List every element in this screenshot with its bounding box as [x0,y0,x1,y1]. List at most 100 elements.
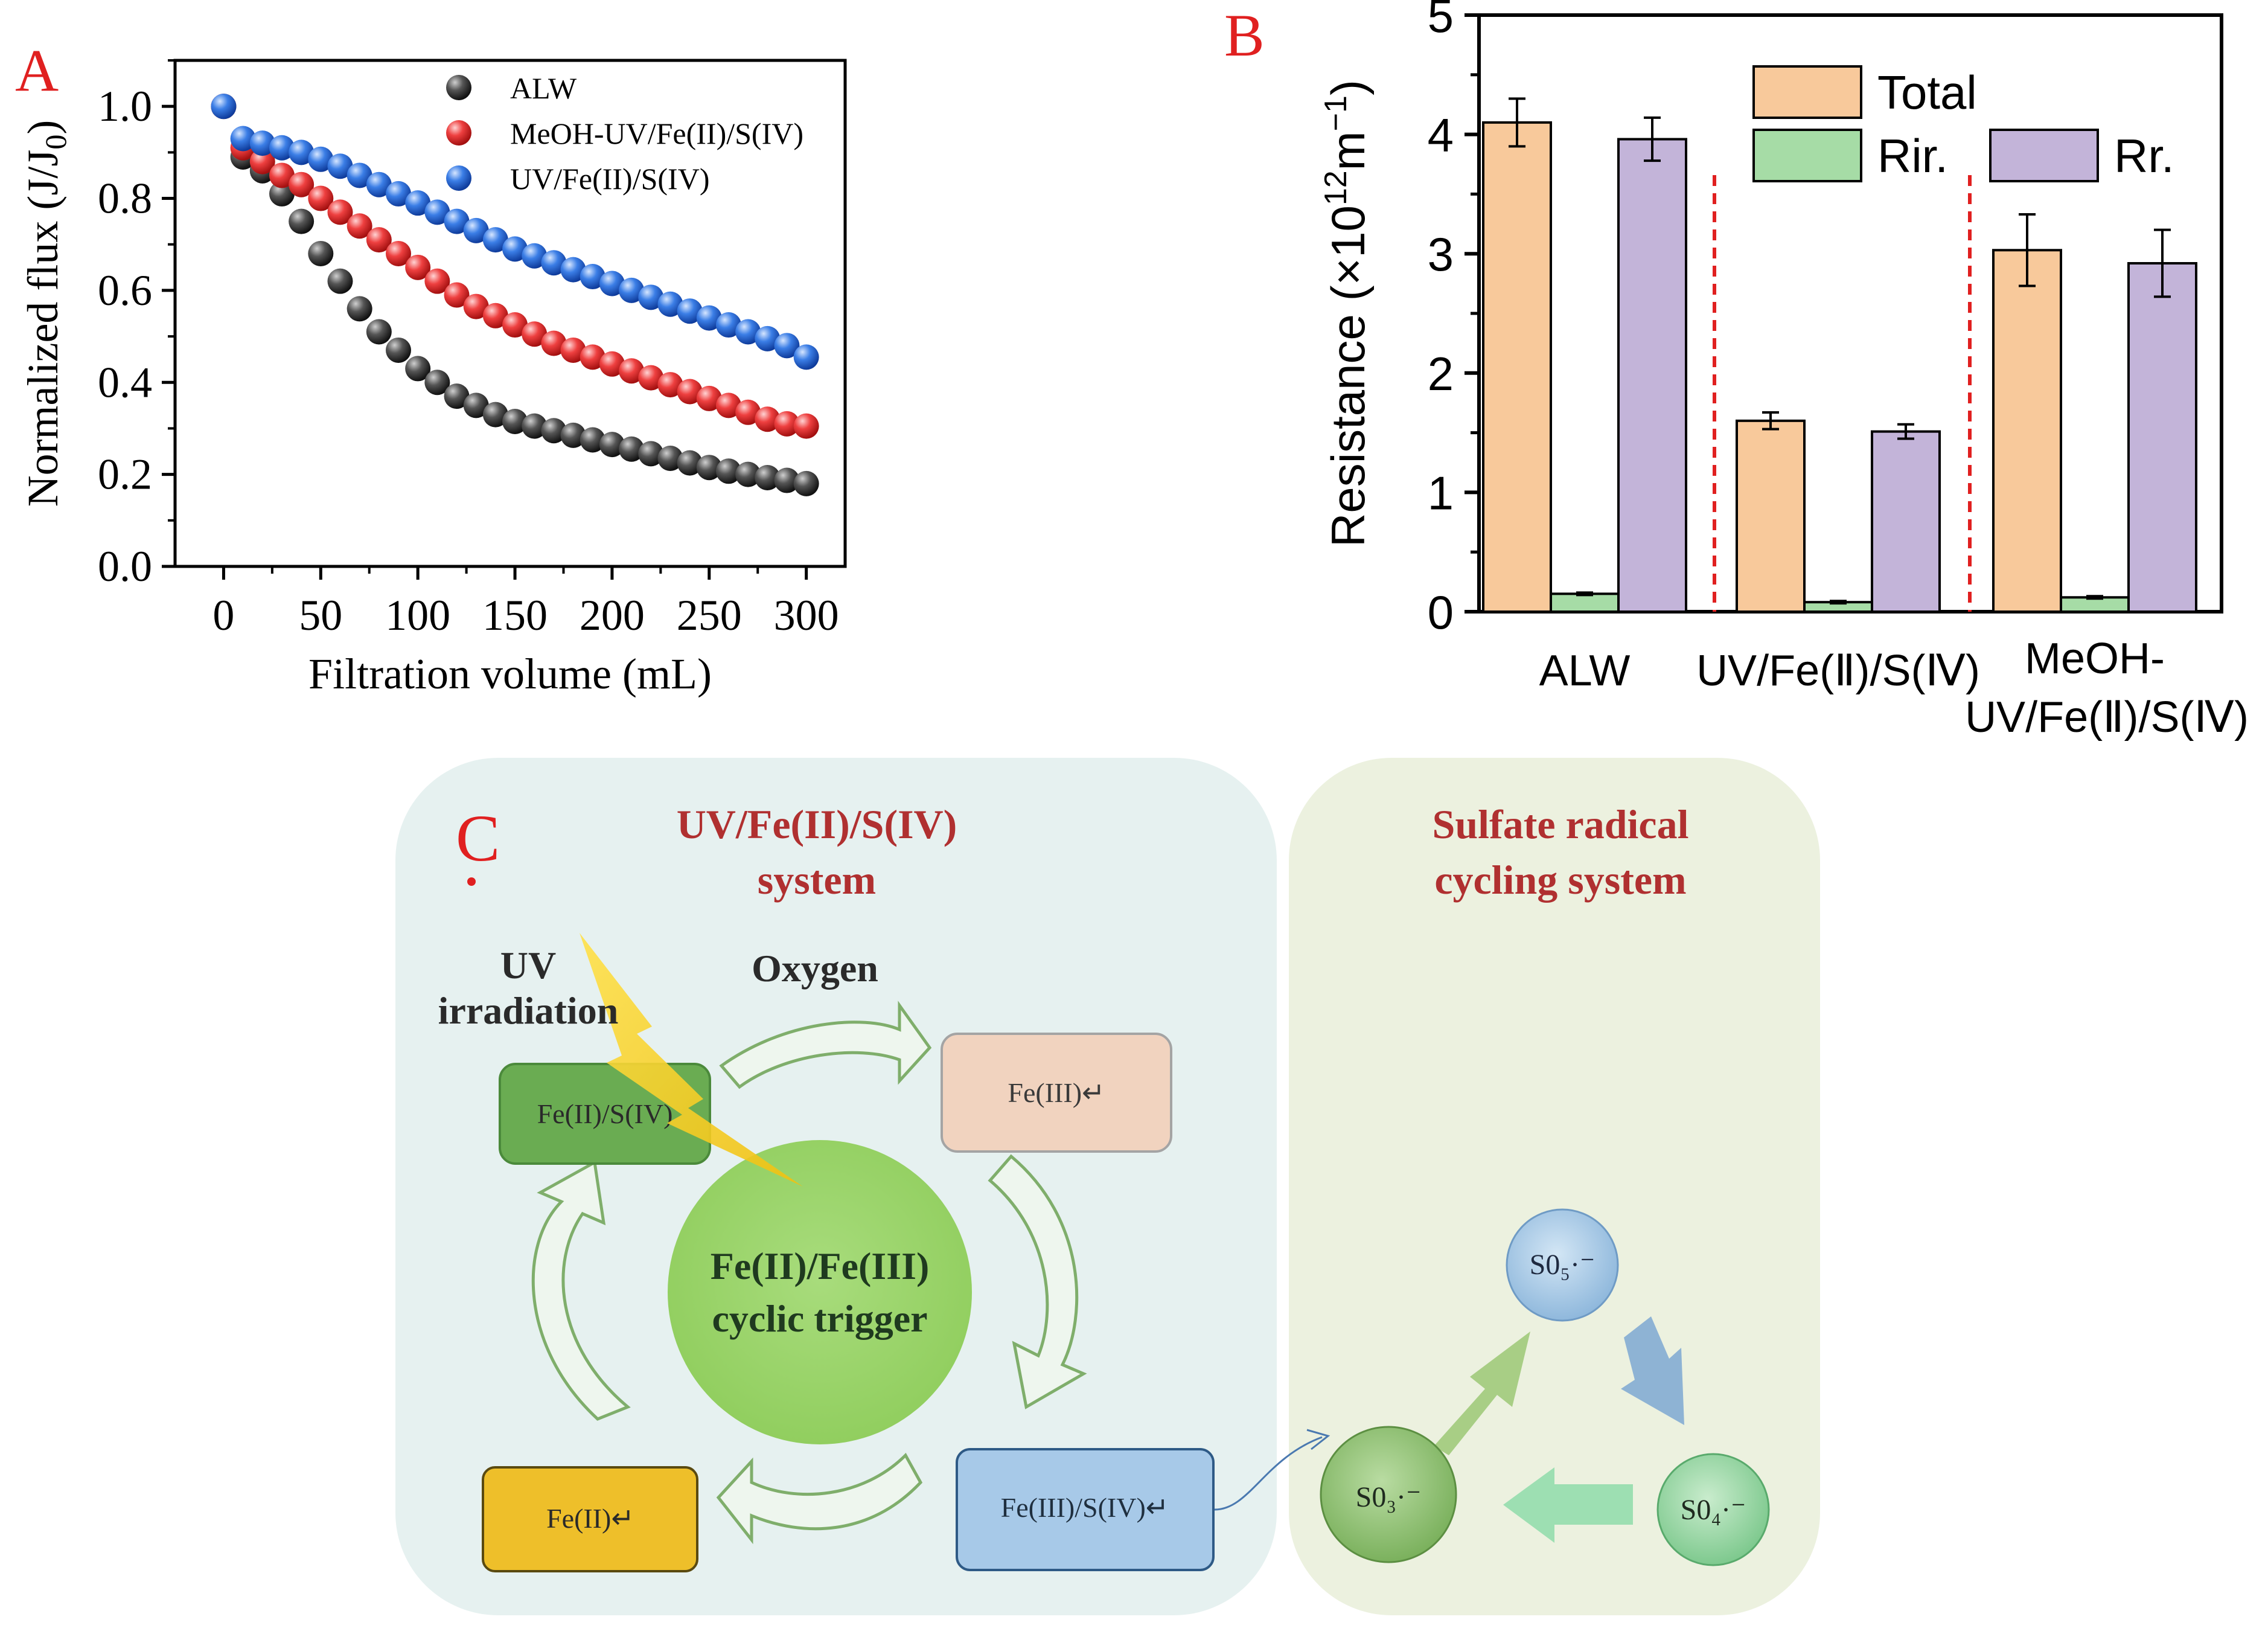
data-point [774,467,800,493]
data-point [774,333,800,359]
panel-a-scatter-chart: A 0 50 100 150 200 250 300 0.0 0.2 0.4 0.6 0.8 1.0 F… [15,37,847,698]
so3-label: S0₃·⁻ [1356,1481,1422,1513]
panel-a-plot-frame [173,59,847,568]
uv-lightning-icon [580,933,803,1187]
legend-label: Rir. [1877,129,1948,182]
data-point [657,291,683,317]
right-system-background [1289,758,1820,1615]
data-point [755,325,781,351]
data-point [444,383,470,409]
center-trigger-line-2: cyclic trigger [712,1297,927,1340]
panel-c-dot [467,877,476,886]
data-point [482,402,508,428]
data-point [560,422,586,448]
y-tick-label: 0.6 [98,266,152,315]
arrow-so5-to-so4-icon [1621,1316,1684,1425]
data-point [619,277,645,303]
data-point [599,351,625,377]
data-point [755,406,781,432]
panel-a-label: A [15,37,59,104]
data-point [386,240,411,266]
data-point [308,185,334,211]
data-point [347,162,372,188]
panel-a-points [211,94,819,496]
y-tick-label: 0.4 [98,358,152,406]
data-point [482,303,508,328]
data-point [599,432,625,458]
panel-b-label: B [1224,2,1265,69]
data-point [677,379,703,405]
data-point [482,227,508,253]
data-point [366,319,392,345]
connector-arrow-icon [1214,1436,1323,1511]
box-fe2-label: Fe(II)↵ [546,1503,634,1534]
panel-a-y-axis-label: Normalized flux (J/J0) [19,120,72,507]
x-category-label: MeOH- [2025,635,2165,683]
data-point [502,312,528,338]
arrow-so4-to-so3-icon [1503,1467,1633,1543]
legend-label: Rr. [2114,129,2174,182]
data-point [308,240,334,266]
legend-marker [446,120,471,146]
uv-label-1: UV [500,944,556,987]
y-tick-label: 0.2 [98,450,152,499]
data-point [638,365,664,391]
center-trigger-circle [668,1140,972,1444]
bar [1550,592,1620,613]
data-point [715,392,741,418]
data-point [347,213,372,239]
panel-c-label: C [456,801,500,875]
data-point [677,298,703,324]
so3-radical-circle [1320,1426,1457,1563]
so5-label: S0₅·⁻ [1530,1249,1596,1281]
uv-label-2: irradiation [438,989,619,1032]
data-point [386,337,411,363]
right-system-title-2: cycling system [1434,857,1686,903]
data-point [755,464,781,490]
box-fe3-s4 [956,1448,1215,1571]
y-tick-label: 2 [1428,347,1454,400]
data-point [463,392,489,418]
data-point [696,455,722,481]
data-point [405,356,431,382]
data-point [696,305,722,331]
x-tick-label: 150 [482,591,548,639]
data-point [366,227,392,253]
series-0 [211,94,819,496]
data-point [735,319,761,345]
arrow-so3-to-so5-icon [1434,1331,1530,1455]
bar [1992,249,2062,614]
data-point [269,162,295,188]
y-tick-label: 0.0 [98,542,152,591]
data-point [774,411,800,437]
data-point [249,149,275,175]
data-point [657,445,683,471]
data-point [327,153,353,179]
data-point [289,208,315,234]
data-point [696,385,722,411]
y-tick-label: 4 [1428,109,1454,162]
bar [1736,419,1806,614]
bar [1871,430,1941,614]
data-point [541,250,567,276]
data-point [405,254,431,280]
data-point [580,344,605,370]
data-point [541,418,567,444]
panel-b-bar-chart: B 0 1 2 3 4 5 ALW UV/Fe(Ⅱ)/S(Ⅳ) MeOH- UV/Fe(Ⅱ)/S(… [1224,0,2249,742]
data-point [327,268,353,294]
legend-label: UV/Fe(II)/S(IV) [510,162,709,196]
y-tick-label: 1.0 [98,82,152,130]
x-category-label: UV/Fe(Ⅱ)/S(Ⅳ) [1696,647,1980,695]
panel-a-axes: 0 50 100 150 200 250 300 0.0 0.2 0.4 0.6 0.8 1.0 [98,59,839,639]
legend-marker [446,75,471,100]
legend-swatch [1752,129,1862,182]
data-point [599,271,625,296]
data-point [522,243,548,269]
data-point [793,344,819,370]
panel-b-axes: 0 1 2 3 4 5 ALW UV/Fe(Ⅱ)/S(Ⅳ) MeOH- UV/Fe(Ⅱ)/S(Ⅳ) [1428,0,2249,742]
x-category-label-line2: UV/Fe(Ⅱ)/S(Ⅳ) [1965,693,2249,742]
data-point [677,450,703,476]
data-point [463,217,489,243]
box-fe3 [941,1033,1172,1153]
